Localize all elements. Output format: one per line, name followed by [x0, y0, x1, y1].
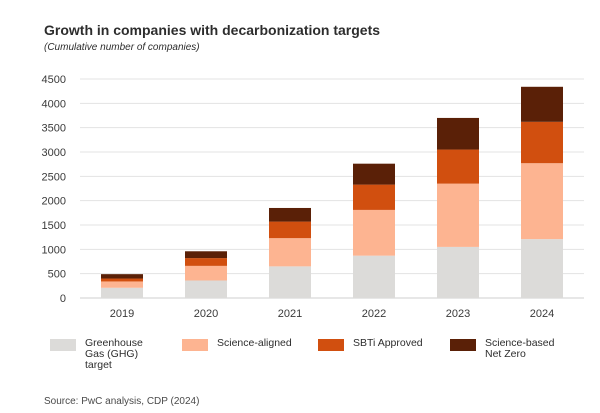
x-tick-label: 2021 [278, 308, 302, 320]
bar-segment [353, 255, 395, 298]
x-tick-label: 2024 [530, 308, 554, 320]
bar-segment [185, 251, 227, 259]
bar-segment [353, 163, 395, 185]
bar-segment [353, 184, 395, 210]
y-tick-label: 1500 [42, 220, 66, 232]
x-tick-label: 2023 [446, 308, 470, 320]
bar-segment [437, 246, 479, 298]
x-tick-label: 2019 [110, 308, 134, 320]
bar-segment [269, 207, 311, 222]
y-tick-label: 4000 [42, 98, 66, 110]
bar-segment [521, 86, 563, 122]
legend-swatch [450, 339, 476, 351]
bar-segment [101, 274, 143, 279]
y-tick-label: 3000 [42, 147, 66, 159]
y-tick-label: 500 [48, 269, 66, 281]
legend-item: Science-based Net Zero [450, 338, 554, 360]
bar-segment [269, 221, 311, 239]
y-tick-label: 0 [60, 293, 66, 305]
bar-segment [185, 265, 227, 281]
x-tick-label: 2020 [194, 308, 218, 320]
bar-segment [437, 117, 479, 150]
legend-swatch [50, 339, 76, 351]
legend-swatch [182, 339, 208, 351]
bar-segment [101, 281, 143, 288]
bar-segment [101, 278, 143, 282]
bar-segment [269, 238, 311, 267]
bar-segment [269, 266, 311, 298]
legend-label: Science-aligned [217, 337, 292, 349]
chart-legend: Greenhouse Gas (GHG) target Science-align… [50, 338, 580, 378]
bar-segment [437, 149, 479, 184]
legend-label: SBTi Approved [353, 337, 423, 349]
chart-subtitle: (Cumulative number of companies) [44, 42, 200, 53]
bar-segment [353, 209, 395, 256]
bar-segment [437, 183, 479, 247]
chart-title: Growth in companies with decarbonization… [44, 22, 381, 38]
legend-item: Science-aligned [182, 338, 292, 351]
bar-segment [185, 258, 227, 266]
y-tick-label: 1000 [42, 244, 66, 256]
y-tick-label: 2500 [42, 171, 66, 183]
bar-segment [101, 287, 143, 298]
legend-item: SBTi Approved [318, 338, 423, 351]
legend-label: Greenhouse Gas (GHG) target [85, 337, 143, 371]
x-tick-label: 2022 [362, 308, 386, 320]
stacked-bar-chart: 0 500 1000 1500 2000 2500 3000 3500 4000 4500 2019… [42, 74, 584, 320]
y-tick-label: 4500 [42, 74, 66, 86]
bar-segment [185, 280, 227, 298]
bar-segment [521, 121, 563, 164]
bar-segment [521, 163, 563, 240]
legend-label: Science-based Net Zero [485, 337, 555, 360]
source-note: Source: PwC analysis, CDP (2024) [44, 396, 200, 407]
legend-item: Greenhouse Gas (GHG) target [50, 338, 143, 371]
legend-swatch [318, 339, 344, 351]
bar-segment [521, 239, 563, 298]
y-tick-label: 2000 [42, 196, 66, 208]
y-tick-label: 3500 [42, 123, 66, 135]
